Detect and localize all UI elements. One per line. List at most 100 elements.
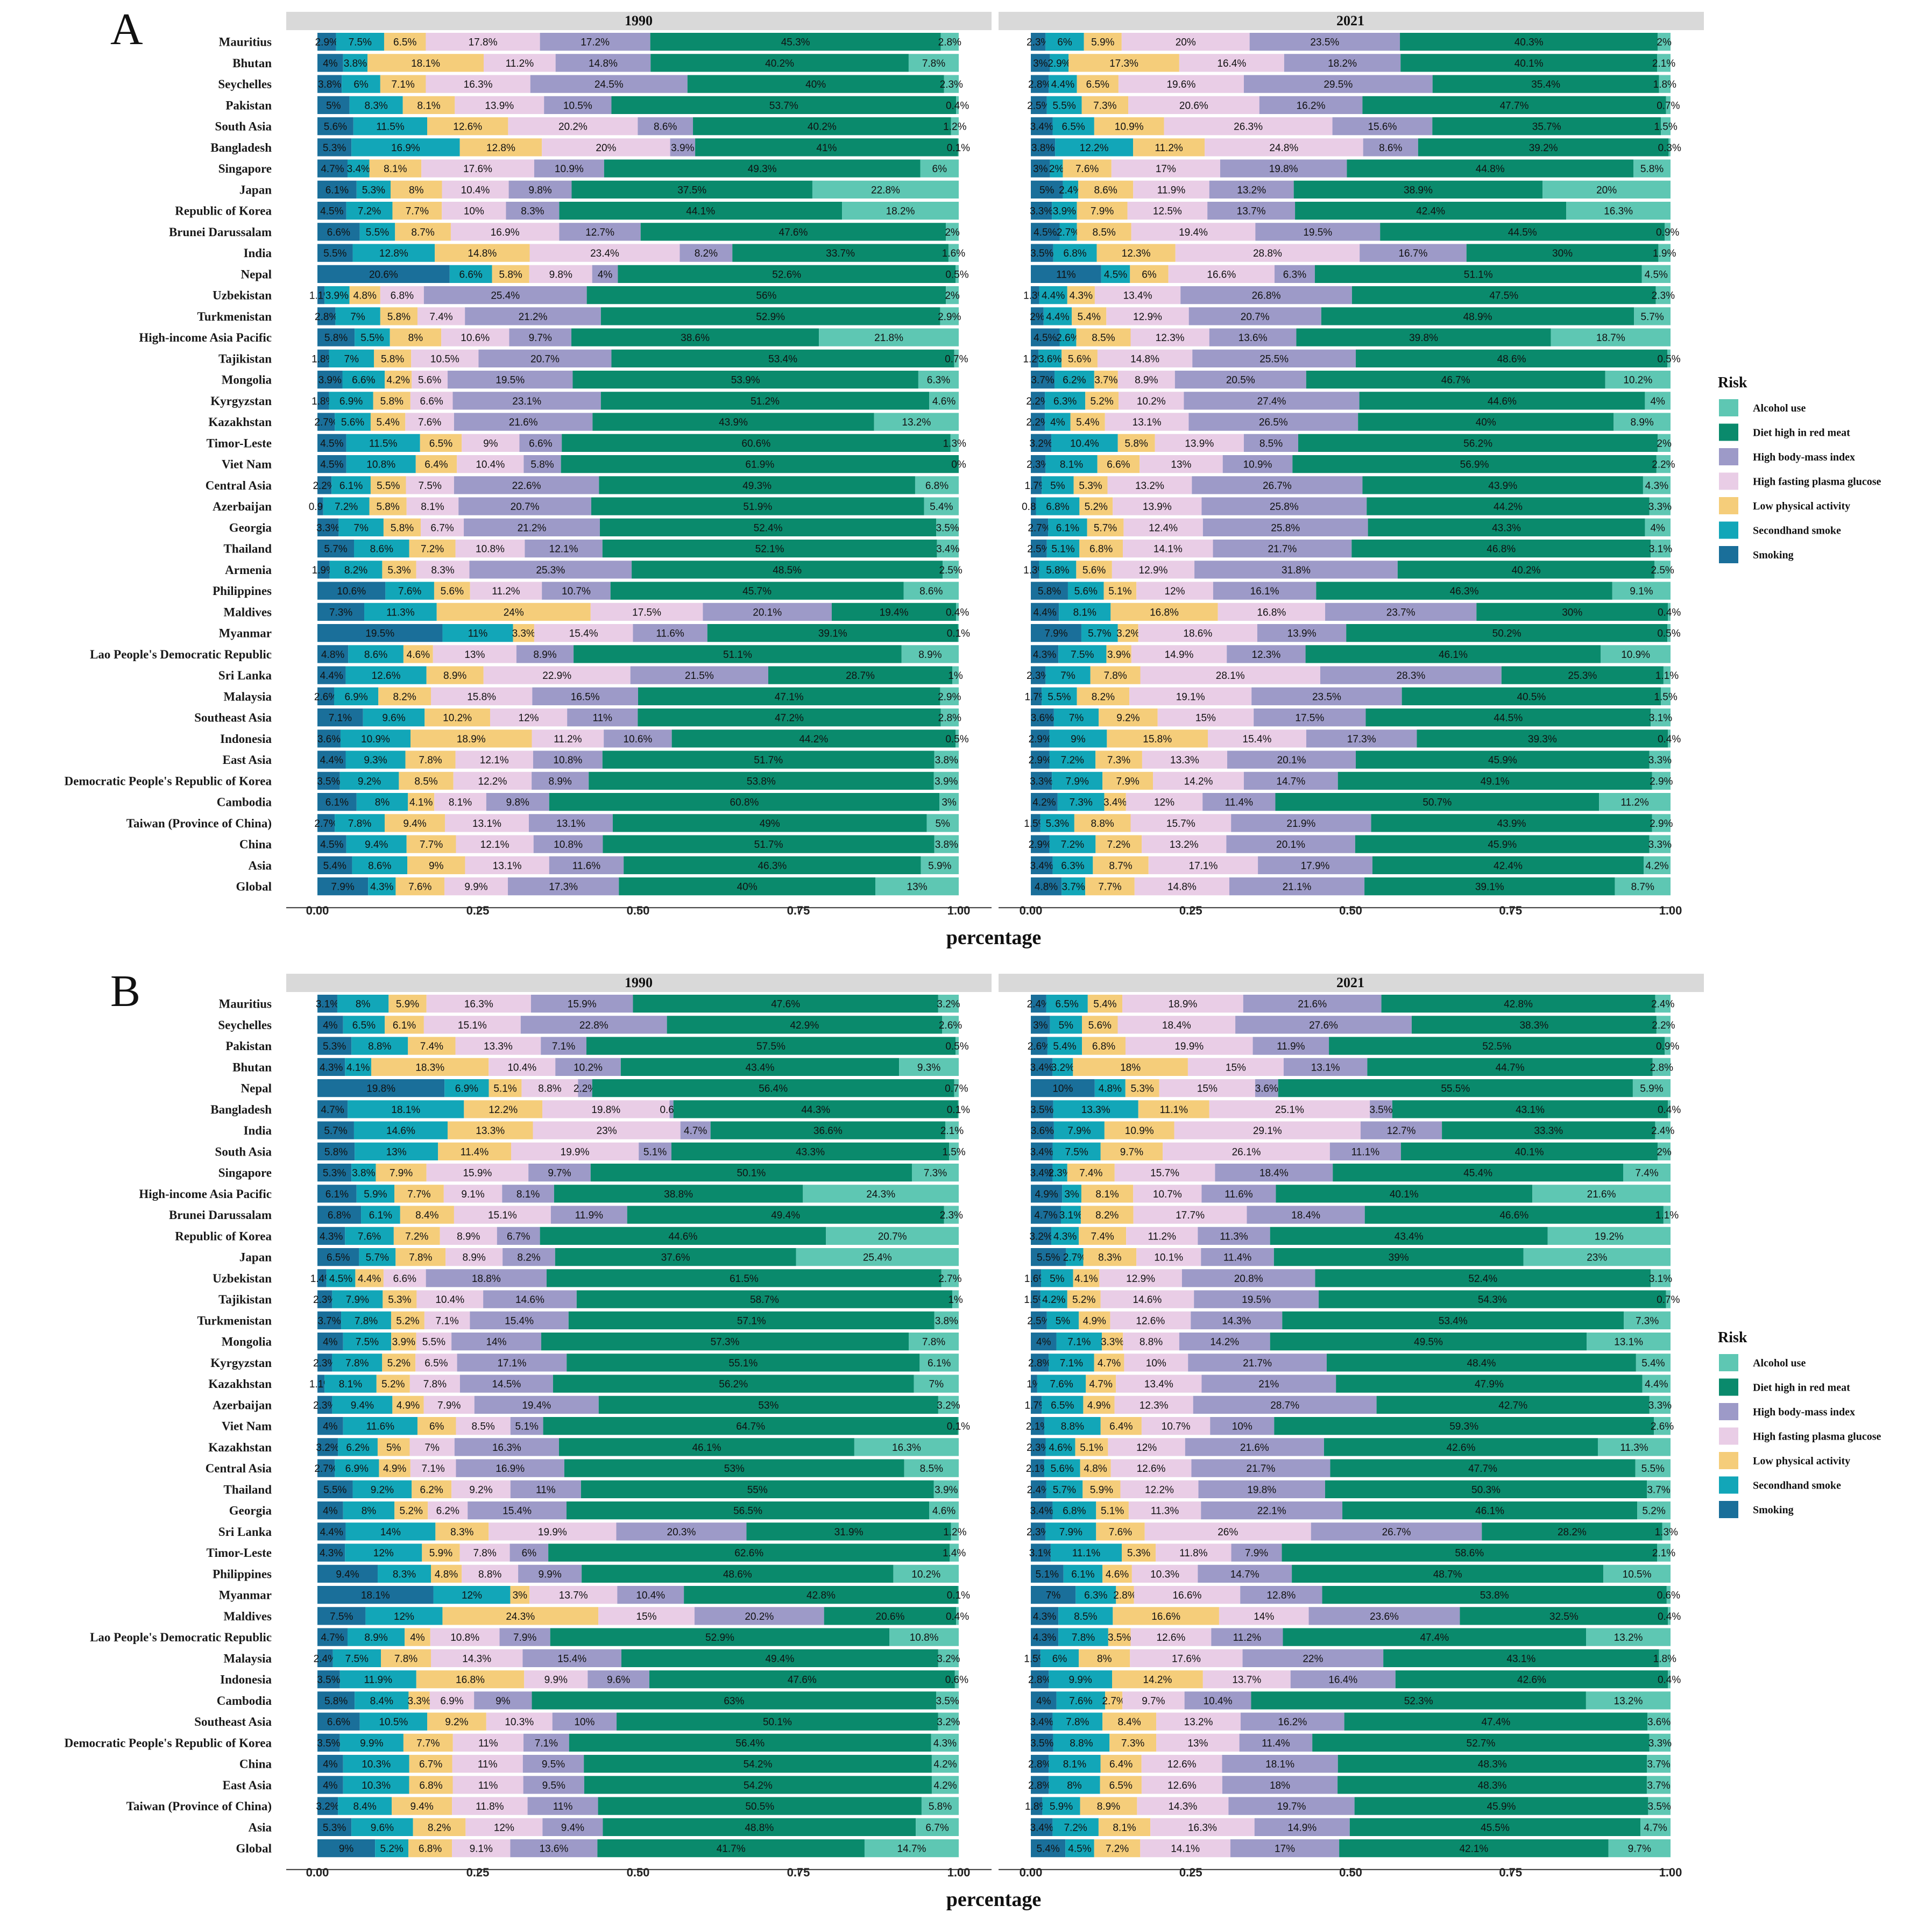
data-label: 7.5% [345,1653,369,1664]
bar-segment-low-physical-activity [1122,1543,1156,1562]
data-label: 5.8% [929,1801,952,1812]
bar-segment-high-body-mass-index [1231,1543,1282,1562]
bar-segment-diet-high-in-red-meat [695,138,958,157]
data-label: 3.7% [1061,882,1085,893]
data-label: 1.9% [1653,248,1676,259]
bar-segment-high-body-mass-index [523,1776,584,1794]
data-label: 3.1% [316,999,339,1010]
data-label: 3.2% [1051,1062,1074,1073]
data-label: 5.3% [1127,1548,1150,1559]
data-label: 40.1% [1390,1189,1419,1200]
bar-segment-low-physical-activity [1100,1776,1142,1794]
data-label: 6.5% [327,1252,350,1264]
bar-segment-smoking [1031,582,1068,600]
bar-segment-high-body-mass-index [588,1670,649,1689]
data-label: 7.7% [416,1738,440,1749]
bar-segment-alcohol-use [1599,793,1671,811]
bar-segment-low-physical-activity [435,1522,489,1541]
bar-segment-alcohol-use [1641,265,1671,283]
data-label: 11% [553,1801,573,1812]
bar-segment-high-fasting-plasma-glucose [409,1375,460,1393]
bar-segment-smoking [1031,1016,1050,1034]
bar-segment-secondhand-smoke [363,709,425,727]
bar-segment-secondhand-smoke [346,202,393,220]
data-label: 56.4% [759,1083,788,1095]
bar-segment-high-fasting-plasma-glucose [426,995,531,1013]
bar-segment-diet-high-in-red-meat [1417,729,1668,748]
bar-segment-diet-high-in-red-meat [1362,476,1643,494]
bar-segment-smoking [1031,1712,1053,1731]
bar-segment-diet-high-in-red-meat [1400,33,1658,51]
bar-segment-secondhand-smoke [1063,1564,1103,1583]
bar-segment-smoking [1031,159,1050,178]
bar-segment-smoking [317,455,346,473]
data-label: 32.5% [1549,1611,1579,1623]
data-label: 4.3% [1645,480,1668,492]
bar-segment-high-body-mass-index [1258,856,1372,874]
bar-segment-low-physical-activity [1102,1712,1157,1731]
bar-segment-alcohol-use [939,793,959,811]
data-label: 10.7% [562,586,591,597]
bar-segment-alcohol-use [1655,286,1671,304]
bar-segment-high-fasting-plasma-glucose [1123,1333,1179,1351]
bar-segment-low-physical-activity [1083,1395,1115,1414]
bar-segment-low-physical-activity [1100,1142,1163,1160]
data-label: 5.1% [643,1146,667,1158]
bar-segment-diet-high-in-red-meat [598,1797,922,1815]
bar-segment-smoking [317,392,329,410]
bar-segment-low-physical-activity [403,1733,453,1752]
data-label: 19.8% [366,1083,395,1095]
bar-segment-diet-high-in-red-meat [540,1227,826,1245]
bar-segment-high-body-mass-index [550,1206,627,1224]
data-label: 3.7% [1031,375,1054,386]
data-label: 19.5% [1242,1294,1271,1306]
data-label: 5.7% [324,1125,347,1137]
data-label: 56.4% [735,1738,765,1749]
data-label: 5.5% [360,332,384,344]
data-label: 7.3% [1107,755,1130,766]
data-label: 58.7% [750,1294,779,1306]
bar-segment-high-body-mass-index [518,1564,582,1583]
bar-segment-alcohol-use [934,835,959,853]
data-label: 18.1% [411,58,440,69]
row-label: India [244,246,272,260]
bar-segment-diet-high-in-red-meat [1402,687,1661,705]
bar-segment-low-physical-activity [1133,138,1205,157]
data-label: 7.9% [331,882,354,893]
data-label: 12% [1154,797,1174,809]
bar-segment-secondhand-smoke [334,687,379,705]
data-label: 7.2% [421,544,444,555]
bar-segment-alcohol-use [1652,1058,1671,1076]
data-label: 4.8% [435,1569,458,1580]
bar-segment-diet-high-in-red-meat [1368,518,1645,536]
bar-segment-alcohol-use [940,33,959,51]
data-label: 13.2% [1614,1696,1643,1707]
data-label: 10% [1146,1358,1166,1369]
bar-segment-high-fasting-plasma-glucose [1164,117,1333,136]
bar-segment-secondhand-smoke [1052,1164,1067,1182]
bar-segment-high-fasting-plasma-glucose [1118,75,1244,93]
bar-segment-high-body-mass-index [1202,518,1368,536]
bar-segment-high-body-mass-index [1235,1016,1412,1034]
data-label: 5.6% [341,417,364,428]
bar-segment-smoking [1031,518,1049,536]
data-label: 5.7% [324,544,347,555]
bar-segment-secondhand-smoke [351,1037,408,1055]
data-label: 13% [1187,1738,1208,1749]
data-label: 29.5% [1324,79,1353,90]
bar-segment-high-body-mass-index [1311,1522,1482,1541]
bar-segment-smoking [1031,1164,1053,1182]
bar-segment-smoking [317,202,346,220]
data-label: 18.3% [415,1062,444,1073]
bar-segment-low-physical-activity [1079,1227,1127,1245]
data-label: 3.8% [935,839,958,851]
data-label: 35.7% [1532,122,1561,133]
data-label: 16.9% [391,143,420,154]
data-label: 20.6% [369,269,398,280]
bar-segment-secondhand-smoke [346,835,407,853]
bar-segment-low-physical-activity [1085,877,1135,896]
row-label: Timor-Leste [207,436,272,450]
bar-segment-secondhand-smoke [340,729,411,748]
data-label: 6.5% [1056,999,1079,1010]
bar-segment-smoking [1031,1417,1044,1435]
